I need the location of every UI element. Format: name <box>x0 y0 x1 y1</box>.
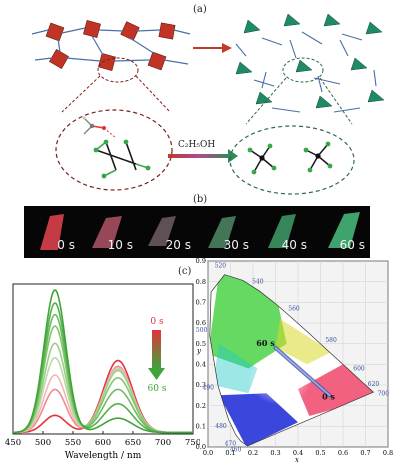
red-zoom-callout <box>55 57 173 191</box>
cie-y-tick-label: 0.0 <box>196 443 206 451</box>
cie-y-tick-label: 0.5 <box>196 340 206 348</box>
red-polyhedra-packing <box>31 20 191 71</box>
cie-x-tick-label: 0.2 <box>248 449 258 457</box>
crystal-glow <box>268 214 296 248</box>
cie-x-tick-label: 0.1 <box>225 449 235 457</box>
cie-x-tick-label: 0.4 <box>293 449 303 457</box>
transformation-arrow <box>193 43 232 53</box>
locus-wavelength-label: 620 <box>368 381 380 388</box>
cie-y-tick-label: 0.6 <box>196 319 206 327</box>
color-shift-trajectory-highlight <box>274 347 331 397</box>
frame-60: 60 s <box>314 206 371 258</box>
locus-wavelength-label: 490 <box>202 384 214 391</box>
locus-wavelength-label: 700 <box>378 391 390 398</box>
spectrum-line <box>12 289 193 434</box>
cie-y-tick-label: 0.3 <box>196 381 206 389</box>
frame-20: 20 s <box>140 206 197 258</box>
cie-y-tick-label: 0.8 <box>196 278 206 286</box>
frame-40: 40 s <box>256 206 313 258</box>
cie-y-tick-label: 0.9 <box>196 257 206 265</box>
crystal-glow <box>208 216 236 248</box>
spectrum-line <box>12 302 193 434</box>
x-tick-label: 750 <box>185 438 200 448</box>
panel-a-illustration <box>31 13 385 195</box>
cie-y-axis-label: y <box>196 347 202 355</box>
cie-y-tick-label: 0.7 <box>196 299 206 307</box>
green-tetrahedra-packing <box>235 13 385 113</box>
frame-time-label: 0 s <box>57 238 75 252</box>
reagent-label: C₂H₅OH <box>178 140 216 150</box>
cie-x-tick-label: 0.3 <box>270 449 280 457</box>
panel-a-label: (a) <box>193 4 207 15</box>
green-zoom-callout <box>229 57 355 195</box>
locus-wavelength-label: 460 <box>230 447 242 454</box>
cie-chromaticity-chart: 0.0 0.1 0.2 0.3 0.4 0.5 0.6 0.7 0.8 0.0 0.1 0.2 0.3 0… <box>196 257 393 464</box>
cie-x-tick-label: 0.7 <box>360 449 370 457</box>
locus-wavelength-label: 560 <box>288 305 300 312</box>
locus-wavelength-label: 480 <box>215 423 227 430</box>
x-axis-label: Wavelength / nm <box>65 451 142 461</box>
luminescence-photo-strip: 0 s 10 s 20 s 30 s 40 s 60 s <box>24 206 370 258</box>
ethanol-molecule <box>82 116 117 139</box>
legend-start-label: 0 s <box>150 317 164 327</box>
cie-x-tick-label: 0.6 <box>338 449 348 457</box>
legend-arrow-head <box>148 368 165 380</box>
trajectory-end-label: 60 s <box>256 338 275 348</box>
frame-time-label: 30 s <box>223 238 249 252</box>
frame-time-label: 20 s <box>165 238 191 252</box>
locus-wavelength-label: 520 <box>215 263 227 270</box>
frame-time-label: 10 s <box>107 238 133 252</box>
tetrahedral-cu-centers <box>247 141 333 175</box>
ethanol-reaction-arrow <box>168 149 238 163</box>
frame-time-label: 40 s <box>281 238 307 252</box>
locus-wavelength-label: 580 <box>325 337 337 344</box>
cie-x-tick-label: 0.5 <box>315 449 325 457</box>
x-tick-label: 600 <box>95 438 111 448</box>
emission-spectra-chart: 450 500 550 600 650 700 750 0 s 60 s Wavelengt… <box>5 283 200 461</box>
cie-y-tick-label: 0.4 <box>196 361 206 369</box>
frame-0: 0 s <box>24 206 81 258</box>
x-tick-label: 650 <box>125 438 141 448</box>
time-legend: 0 s 60 s <box>148 317 167 394</box>
crystal-glow <box>148 216 176 246</box>
x-tick-label: 450 <box>5 438 21 448</box>
legend-gradient-bar <box>152 330 161 368</box>
panel-c-label: (c) <box>178 266 192 277</box>
spectral-locus <box>209 274 375 447</box>
frame-time-label: 60 s <box>339 238 365 252</box>
cu-chain-fragment <box>93 139 151 179</box>
locus-wavelength-label: 470 <box>225 440 237 447</box>
locus-wavelength-label: 500 <box>196 327 208 334</box>
x-tick-label: 550 <box>65 438 81 448</box>
frame-30: 30 s <box>198 206 255 258</box>
crystal-glow <box>328 212 360 248</box>
cie-x-tick-label: 0.0 <box>203 449 213 457</box>
cie-x-axis-label: x <box>295 456 299 464</box>
frame-10: 10 s <box>82 206 139 258</box>
cie-y-tick-label: 0.2 <box>196 402 206 410</box>
legend-end-label: 60 s <box>148 384 167 394</box>
x-tick-label: 500 <box>35 438 51 448</box>
cie-y-tick-label: 0.1 <box>196 423 206 431</box>
locus-wavelength-label: 540 <box>252 278 264 285</box>
trajectory-start-label: 0 s <box>322 391 335 401</box>
cie-x-tick-label: 0.8 <box>383 449 393 457</box>
panel-b-label: (b) <box>193 194 208 205</box>
crystal-glow <box>40 214 64 250</box>
crystal-glow <box>92 216 122 248</box>
locus-wavelength-label: 600 <box>353 366 365 373</box>
x-tick-label: 700 <box>155 438 171 448</box>
